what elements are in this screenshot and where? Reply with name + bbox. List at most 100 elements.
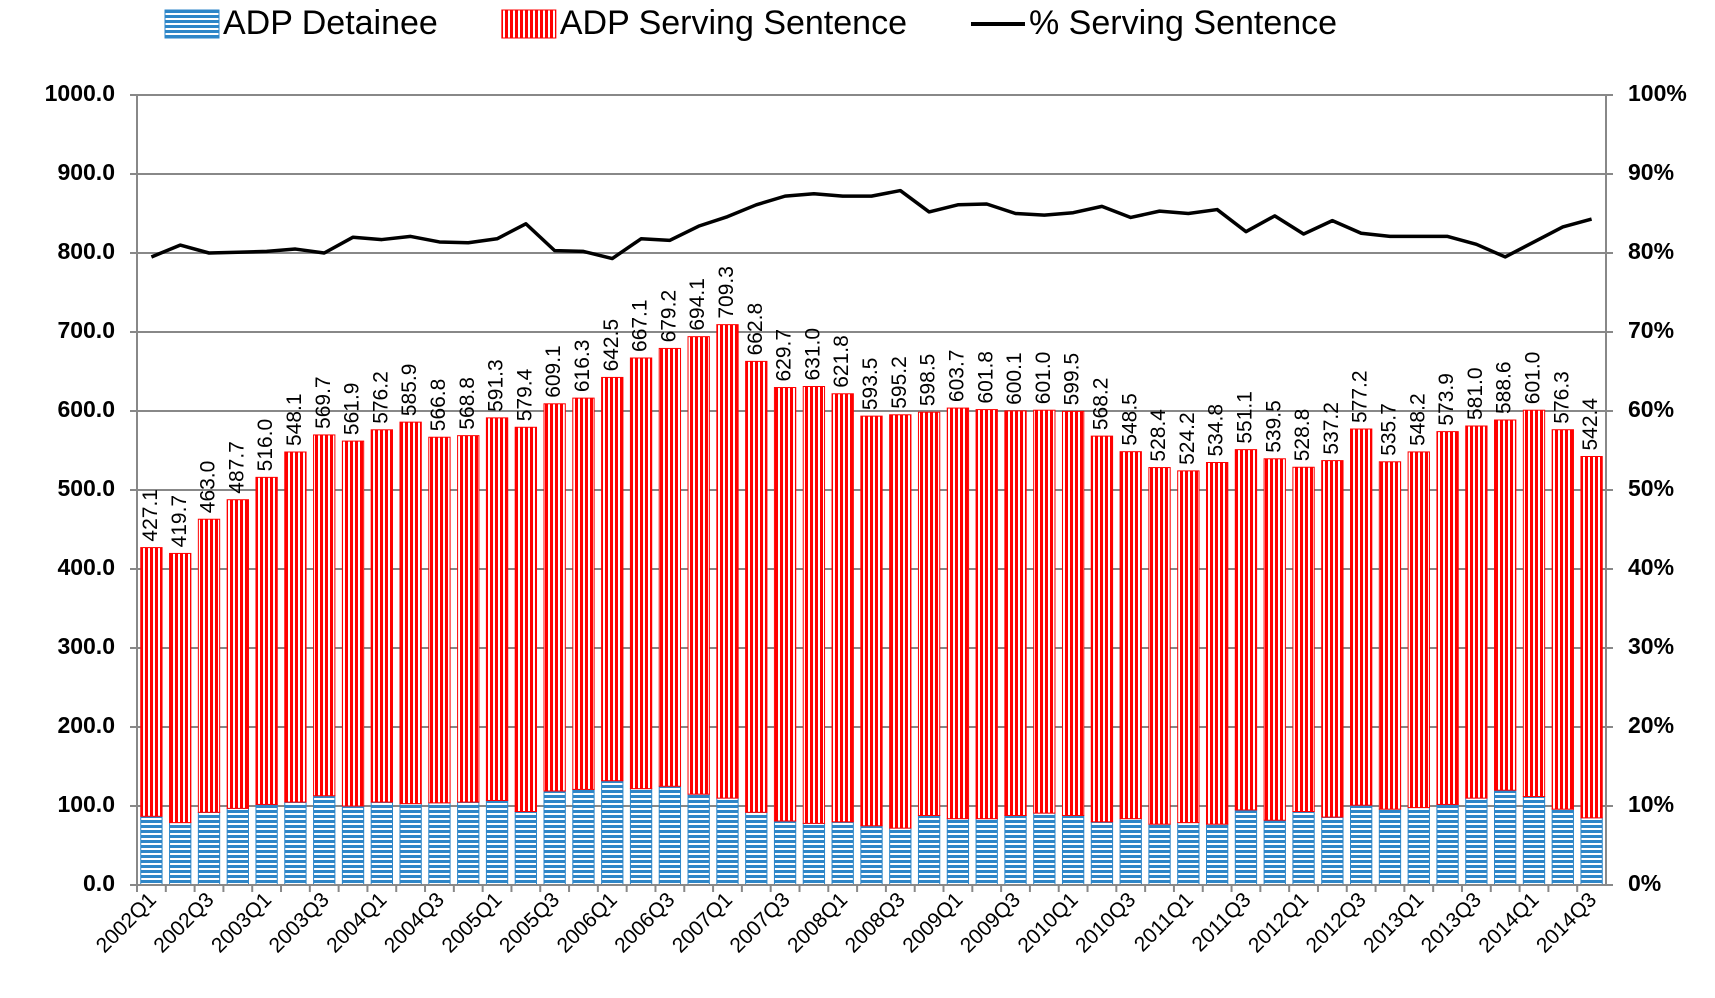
bar-segment [1522,796,1546,886]
bar-segment [917,411,941,816]
bar-segment [1321,816,1344,886]
bar-segment [1148,823,1171,886]
legend-label: ADP Serving Sentence [560,4,907,42]
bar-segment [255,803,278,886]
bar-segment [428,436,451,804]
total-label: 593.5 [859,358,882,411]
total-label: 603.7 [945,350,968,403]
total-label: 528.8 [1291,409,1314,462]
total-label: 463.0 [197,461,220,514]
bar-segment [1061,814,1085,886]
bar-segment [341,805,365,886]
legend-swatch [501,9,557,39]
bar-segment [197,811,221,886]
bar-segment [226,807,249,886]
total-label: 662.8 [744,303,767,356]
bar-segment [399,803,422,886]
bar-segment [1033,409,1056,814]
total-label: 535.7 [1378,403,1401,456]
bar-segment [1119,451,1142,820]
bar-segment [543,403,566,792]
bar-segment [1148,467,1171,825]
bar-segment [1407,451,1430,809]
total-label: 581.0 [1464,367,1487,420]
total-label: 539.5 [1262,400,1285,453]
bar-segment [370,429,393,803]
total-label: 551.1 [1233,391,1256,444]
bar-segment [1551,808,1574,886]
bar-segment [428,802,451,886]
bar-segment [1378,808,1402,886]
bar-segment [255,476,278,805]
total-label: 568.2 [1089,378,1112,431]
bar-segment [658,347,682,787]
legend-label: ADP Detainee [223,4,438,42]
y2-tick-label: 0% [1628,870,1661,896]
bar-segment [1263,458,1286,821]
total-label: 598.5 [917,354,940,407]
total-label: 487.7 [225,441,248,494]
bar-segment [1033,812,1056,886]
bar-segment [1378,461,1402,810]
bar-segment [629,788,653,886]
bar-segment [543,790,566,886]
bar-segment [889,827,912,886]
bar-segment [1234,449,1258,811]
total-label: 568.8 [456,377,479,430]
total-label: 419.7 [168,495,191,548]
y-tick-label: 200.0 [57,712,115,738]
bar-segment [1350,428,1373,806]
total-label: 595.2 [888,356,911,409]
bar-segment [1205,823,1229,886]
total-label: 427.1 [139,489,162,542]
bar-segment [1090,821,1114,886]
bar-segment [1465,797,1488,886]
total-label: 631.0 [801,328,824,381]
bar-segment [1177,822,1200,886]
total-label: 601.0 [1032,352,1055,405]
line-series [150,188,1593,261]
total-label: 609.1 [542,345,565,398]
total-label: 667.1 [629,299,652,352]
total-label: 548.1 [283,393,306,446]
bar-segment [485,799,509,886]
total-label: 569.7 [312,376,335,429]
total-label: 566.8 [427,379,450,432]
total-label: 573.9 [1435,373,1458,426]
y-tick-label: 900.0 [57,159,115,185]
bar-segment [1580,817,1603,886]
bar-segment [860,415,883,827]
total-label: 548.2 [1406,393,1429,446]
bar-segment [831,821,854,886]
bar-segment [226,499,249,809]
y2-tick-label: 10% [1628,791,1674,817]
bar-segment [341,440,365,807]
total-label: 537.2 [1320,402,1343,455]
bar-segment [514,426,538,813]
bar-segment [1321,460,1344,818]
total-label: 585.9 [398,364,421,417]
y-tick-label: 700.0 [57,317,115,343]
legend-swatch [164,9,220,39]
bar-segment [457,435,480,803]
y2-tick-label: 80% [1628,238,1674,264]
y-tick-label: 400.0 [57,554,115,580]
bar-segment [946,407,970,820]
bar-segment [716,324,739,799]
bar-segment [975,409,998,820]
y2-tick-label: 40% [1628,554,1674,580]
bar-segment [1350,804,1373,886]
bar-segment [1494,789,1517,886]
bar-segment [745,360,768,813]
y-tick-label: 0.0 [83,870,115,896]
y2-tick-label: 50% [1628,475,1674,501]
total-label: 709.3 [715,266,738,319]
bar-segment [629,357,653,790]
total-label: 600.1 [1003,352,1026,405]
total-label: 577.2 [1349,370,1372,423]
bar-segment [860,825,883,886]
y2-tick-label: 30% [1628,633,1674,659]
bar-segment [1551,429,1574,810]
total-label: 588.6 [1493,361,1516,414]
